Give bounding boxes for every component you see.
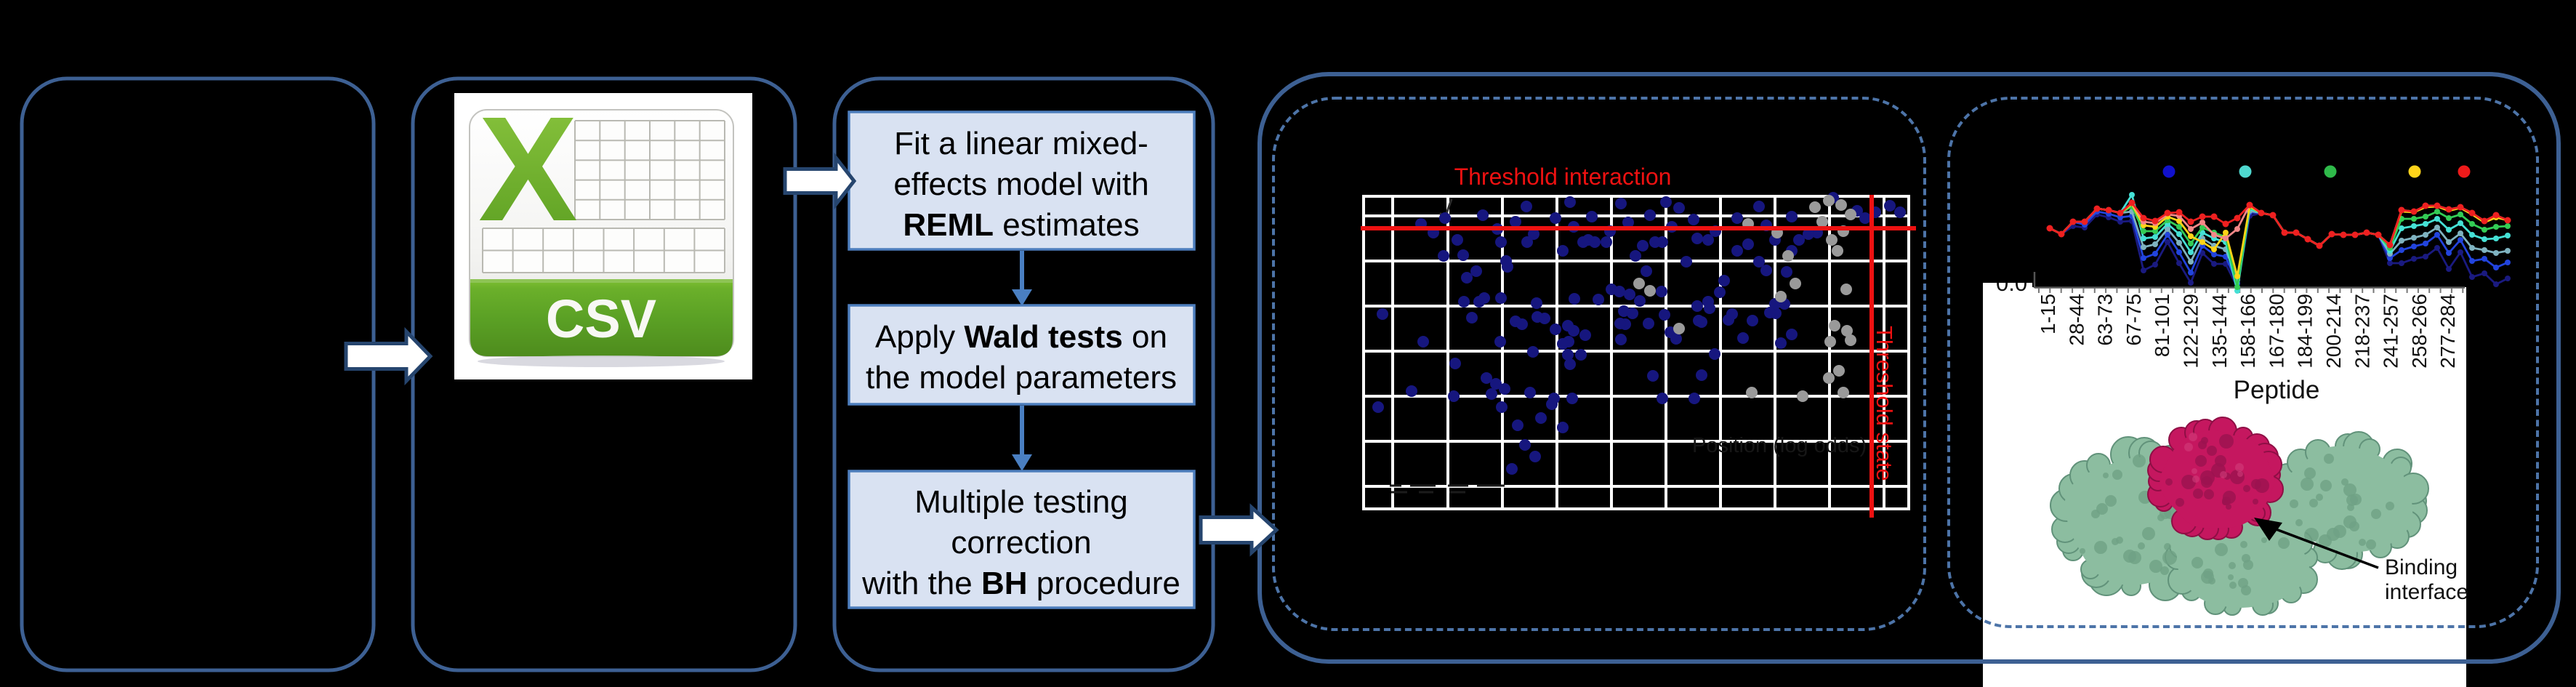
svg-text:REML estimates: REML estimates: [903, 207, 1139, 243]
svg-text:167-180: 167-180: [2265, 294, 2287, 369]
svg-text:184-199: 184-199: [2294, 294, 2317, 369]
svg-text:1-15: 1-15: [2037, 294, 2059, 334]
svg-text:Threshold interaction: Threshold interaction: [1454, 164, 1672, 190]
svg-text:200-214: 200-214: [2322, 294, 2345, 369]
svg-text:258-266: 258-266: [2408, 294, 2431, 369]
svg-text:effects model with: effects model with: [893, 166, 1148, 202]
svg-text:28-44: 28-44: [2065, 294, 2088, 346]
svg-text:X: X: [478, 86, 578, 252]
svg-text:122-129: 122-129: [2180, 294, 2202, 369]
svg-text:Binding: Binding: [2385, 555, 2458, 579]
svg-text:interface: interface: [2385, 580, 2468, 604]
svg-text:63-73: 63-73: [2094, 294, 2117, 346]
svg-text:218-237: 218-237: [2351, 294, 2373, 369]
svg-text:Threshold state: Threshold state: [1872, 326, 1897, 481]
svg-text:Apply Wald tests on: Apply Wald tests on: [875, 319, 1167, 355]
svg-text:Peptide: Peptide: [2234, 376, 2320, 404]
svg-text:67-75: 67-75: [2122, 294, 2145, 346]
svg-text:81-101: 81-101: [2151, 294, 2173, 357]
svg-text:with the BH procedure: with the BH procedure: [861, 566, 1180, 601]
svg-text:158-166: 158-166: [2237, 294, 2259, 369]
svg-text:CSV: CSV: [546, 289, 656, 349]
svg-text:Position (log odds): Position (log odds): [1692, 434, 1867, 457]
svg-text:277-284: 277-284: [2436, 294, 2459, 369]
svg-text:241-257: 241-257: [2380, 294, 2402, 369]
svg-text:Fit a linear mixed-: Fit a linear mixed-: [894, 126, 1148, 161]
svg-text:the model parameters: the model parameters: [866, 360, 1177, 395]
svg-text:correction: correction: [951, 525, 1091, 561]
svg-text:135-144: 135-144: [2208, 294, 2231, 369]
svg-text:Multiple testing: Multiple testing: [914, 484, 1127, 520]
